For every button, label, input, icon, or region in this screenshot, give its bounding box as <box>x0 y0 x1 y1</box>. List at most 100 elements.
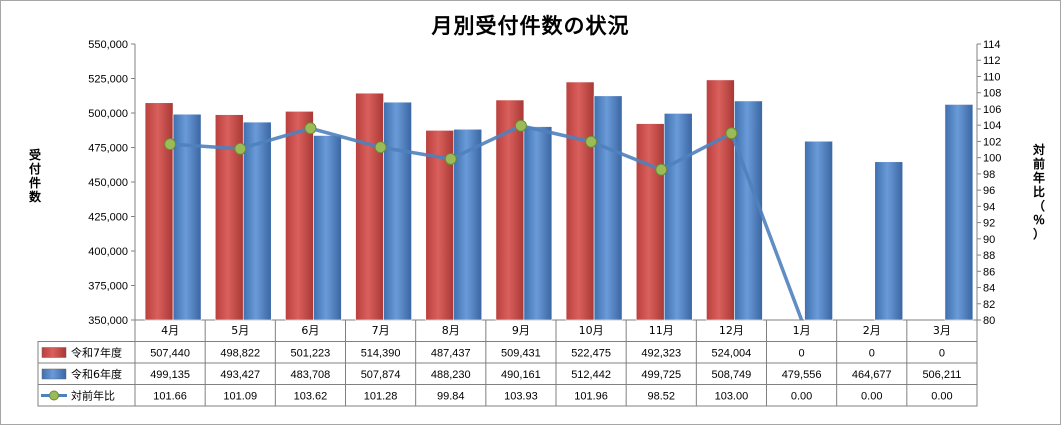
bar-r7 <box>285 111 314 321</box>
y2-axis-title: 対前年比（％） <box>1032 143 1045 241</box>
y-tick-label: 475,000 <box>88 143 128 155</box>
data-label: 0.00 <box>791 391 812 403</box>
y2-tick-label: 90 <box>983 234 995 246</box>
x-tick-label: 6月 <box>301 324 319 337</box>
x-tick-label: 9月 <box>512 324 530 337</box>
ratio-marker <box>164 138 177 151</box>
y-tick-label: 425,000 <box>88 212 128 224</box>
data-label: 101.96 <box>574 391 608 403</box>
x-tick-label: 1月 <box>793 324 811 337</box>
y2-tick-label: 84 <box>983 283 995 295</box>
y2-tick-label: 114 <box>983 39 1001 51</box>
y2-tick-label: 80 <box>983 315 995 327</box>
data-label: 499,725 <box>641 369 681 381</box>
data-label: 101.09 <box>223 391 257 403</box>
bar-r6 <box>874 161 904 321</box>
ratio-marker <box>374 141 387 154</box>
ratio-marker <box>514 119 527 132</box>
data-label: 499,135 <box>150 369 190 381</box>
data-label: 488,230 <box>431 369 471 381</box>
y2-tick-label: 82 <box>983 299 995 311</box>
bar-r6 <box>383 101 412 321</box>
data-label: 514,390 <box>361 348 401 360</box>
x-tick-label: 3月 <box>933 324 951 337</box>
data-label: 493,427 <box>220 369 260 381</box>
x-tick-label: 7月 <box>372 324 390 337</box>
bar-r6 <box>804 140 833 321</box>
data-label: 507,440 <box>150 348 190 360</box>
bar-r7 <box>355 92 384 321</box>
data-label: 487,437 <box>431 348 471 360</box>
data-label: 498,822 <box>220 348 260 360</box>
bar-r7 <box>565 81 595 321</box>
y2-tick-label: 112 <box>983 55 1001 67</box>
legend-key <box>41 368 67 380</box>
ratio-marker <box>304 122 317 135</box>
bar-r6 <box>734 100 763 321</box>
data-label: 0 <box>939 348 945 360</box>
data-label: 501,223 <box>291 348 331 360</box>
bar-r6 <box>944 104 974 321</box>
legend-label: 対前年比 <box>71 389 115 403</box>
y-axis-title: 受付件数 <box>28 148 41 204</box>
data-label: 101.28 <box>364 391 398 403</box>
data-label: 0 <box>799 348 805 360</box>
data-label: 483,708 <box>291 369 331 381</box>
bar-r6 <box>663 113 693 321</box>
ratio-marker <box>725 127 738 140</box>
x-tick-label: 12月 <box>719 324 744 337</box>
data-label: 479,556 <box>782 369 822 381</box>
data-label: 101.66 <box>153 391 187 403</box>
bar-r6 <box>242 121 272 321</box>
bar-r7 <box>144 102 174 321</box>
y2-tick-label: 98 <box>983 169 995 181</box>
data-label: 508,749 <box>712 369 752 381</box>
y-tick-label: 350,000 <box>88 315 128 327</box>
bar-r7 <box>635 123 665 321</box>
legend-key-marker <box>49 390 59 401</box>
x-tick-label: 4月 <box>161 324 179 337</box>
y2-tick-label: 102 <box>983 136 1001 148</box>
bar-r6 <box>593 95 623 321</box>
data-label: 512,442 <box>571 369 611 381</box>
x-tick-label: 8月 <box>442 324 460 337</box>
bar-r6 <box>523 126 553 321</box>
data-label: 0 <box>869 348 875 360</box>
y2-tick-label: 88 <box>983 250 995 262</box>
data-label: 524,004 <box>712 348 752 360</box>
y-tick-label: 550,000 <box>88 39 128 51</box>
y-tick-label: 450,000 <box>88 177 128 189</box>
y-tick-label: 375,000 <box>88 281 128 293</box>
y-tick-label: 500,000 <box>88 108 128 120</box>
bar-r7 <box>706 79 735 321</box>
data-label: 490,161 <box>501 369 541 381</box>
x-tick-label: 2月 <box>863 324 881 337</box>
data-label: 0.00 <box>931 391 952 403</box>
x-tick-label: 10月 <box>579 324 604 337</box>
data-label: 99.84 <box>437 391 465 403</box>
data-label: 522,475 <box>571 348 611 360</box>
ratio-marker <box>444 152 457 165</box>
ratio-line <box>169 123 804 321</box>
y2-tick-label: 92 <box>983 218 995 230</box>
y2-tick-label: 94 <box>983 201 995 213</box>
data-label: 507,874 <box>361 369 401 381</box>
y2-tick-label: 86 <box>983 266 995 278</box>
y2-tick-label: 104 <box>983 120 1001 132</box>
data-label: 103.00 <box>715 391 749 403</box>
bar-r6 <box>313 135 342 321</box>
y2-tick-label: 110 <box>983 71 1001 83</box>
bar-r6 <box>172 113 202 321</box>
ratio-marker <box>585 135 598 148</box>
legend-label: 令和7年度 <box>71 346 122 360</box>
y-tick-label: 525,000 <box>88 74 128 86</box>
data-label: 103.93 <box>504 391 538 403</box>
bar-r7 <box>495 99 525 321</box>
ratio-marker <box>234 142 247 155</box>
data-label: 492,323 <box>641 348 681 360</box>
data-label: 464,677 <box>852 369 892 381</box>
y2-tick-label: 100 <box>983 153 1001 165</box>
x-tick-label: 11月 <box>649 324 674 337</box>
data-label: 509,431 <box>501 348 541 360</box>
